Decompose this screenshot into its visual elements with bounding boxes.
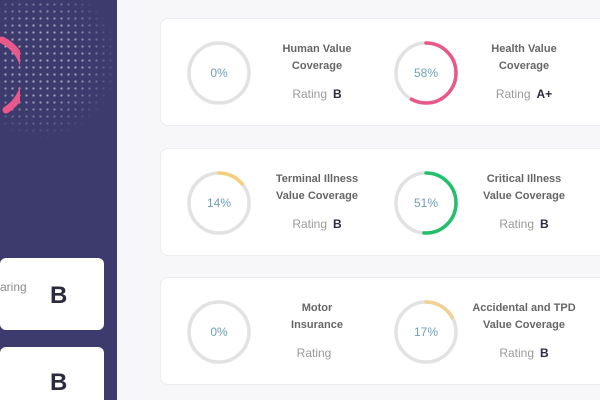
metric-rating: Rating A+ [464,87,584,101]
coverage-metric[interactable]: 14% Terminal Illness Value Coverage Rating B [161,149,371,257]
metric-title: Human Value Coverage [257,41,377,75]
progress-percent: 0% [210,66,228,80]
metric-title: Terminal Illness Value Coverage [257,171,377,205]
metric-title-line: Accidental and TPD [472,302,576,314]
coverage-metric[interactable]: 0% Motor Insurance Rating [161,278,371,386]
metric-title-line: Coverage [291,60,343,72]
progress-ring: 14% [185,169,253,237]
coverage-metric[interactable]: 17% Accidental and TPD Value Coverage Ratin… [368,278,578,386]
sidebar-summary-card[interactable]: B [0,347,104,400]
metric-title: Critical Illness Value Coverage [464,171,584,205]
metric-title: Accidental and TPD Value Coverage [464,300,584,334]
progress-percent: 51% [413,196,439,210]
progress-ring: 58% [392,39,460,107]
sidebar-summary-card[interactable]: aring B [0,258,104,330]
coverage-metric[interactable]: 0% Human Value Coverage Rating B [161,19,371,127]
sidebar-card-grade: B [50,282,68,309]
metric-title-line: Insurance [291,319,343,331]
rating-value: B [540,217,549,231]
metric-title-line: Coverage [498,60,550,72]
rating-label: Rating [292,217,327,231]
rating-value: A+ [536,87,553,101]
progress-percent: 0% [210,325,228,339]
rating-label: Rating [495,87,531,101]
metric-rating: Rating B [257,217,377,231]
progress-percent: 14% [206,196,232,210]
sidebar-progress-arc [0,36,20,114]
progress-percent: 17% [413,325,439,339]
metric-title-line: Health Value [491,43,557,55]
rating-value: B [540,346,549,360]
rating-label: Rating [292,87,327,101]
progress-ring: 17% [392,298,460,366]
metric-rating: Rating B [464,346,584,360]
metric-title-line: Value Coverage [276,190,358,202]
metric-title-line: Human Value [282,43,352,55]
metric-title-line: Critical Illness [486,173,562,185]
coverage-card: 0% Human Value Coverage Rating B 58% Health Va… [160,18,600,126]
coverage-metric[interactable]: 58% Health Value Coverage Rating A+ [368,19,578,127]
rating-label: Rating [499,217,534,231]
metric-title: Motor Insurance [257,300,377,334]
sidebar-card-label: aring [0,280,27,294]
rating-value: B [333,217,342,231]
rating-label: Rating [499,346,534,360]
rating-value: B [333,87,342,101]
metric-rating: Rating B [257,87,377,101]
coverage-metric[interactable]: 51% Critical Illness Value Coverage Rating B [368,149,578,257]
main-content: 0% Human Value Coverage Rating B 58% Health Va… [117,0,600,400]
progress-percent: 58% [413,66,439,80]
metric-title-line: Value Coverage [483,190,565,202]
metric-rating: Rating B [464,217,584,231]
coverage-card: 0% Motor Insurance Rating 17% Accidental and … [160,277,600,385]
progress-ring: 0% [185,298,253,366]
progress-ring: 0% [185,39,253,107]
metric-title: Health Value Coverage [464,41,584,75]
progress-ring: 51% [392,169,460,237]
metric-title-line: Value Coverage [483,319,565,331]
coverage-card: 14% Terminal Illness Value Coverage Rating B… [160,148,600,256]
sidebar-card-grade: B [50,369,68,396]
metric-title-line: Motor [301,302,333,314]
sidebar: aring B B [0,0,117,400]
rating-label: Rating [296,346,332,360]
metric-rating: Rating [257,346,377,360]
metric-title-line: Terminal Illness [275,173,359,185]
